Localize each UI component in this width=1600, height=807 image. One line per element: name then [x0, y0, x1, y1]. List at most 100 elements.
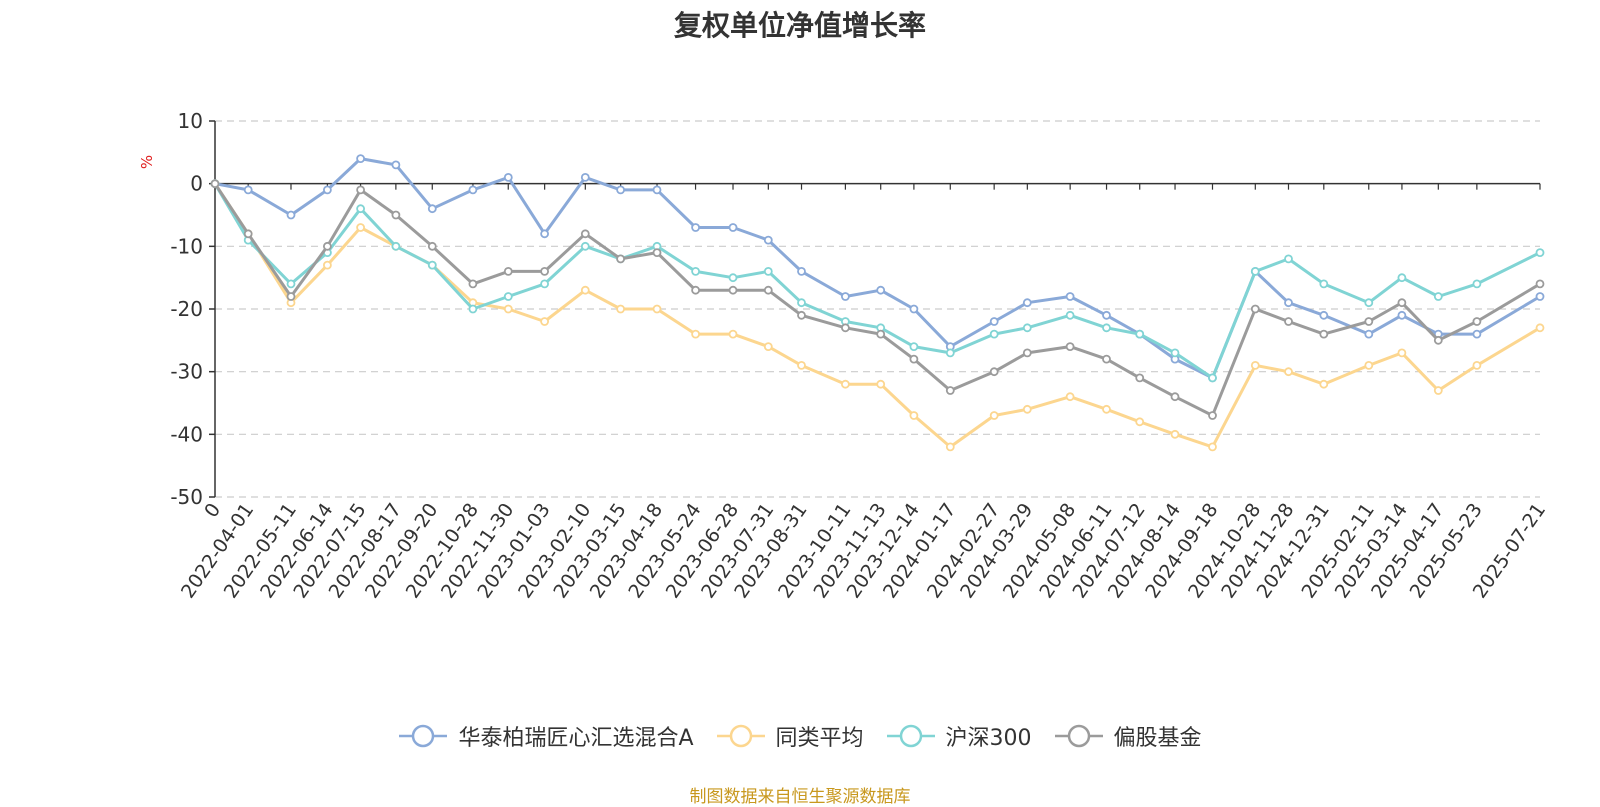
data-point [1397, 310, 1407, 320]
data-point [1364, 317, 1374, 326]
legend-label: 华泰柏瑞匠心汇选混合A [458, 726, 694, 751]
data-point [909, 354, 919, 364]
data-point [1208, 373, 1217, 383]
data-point [841, 292, 850, 301]
data-point [580, 285, 590, 295]
legend-item[interactable]: 华泰柏瑞匠心汇选混合A [398, 720, 694, 752]
data-point [876, 329, 886, 339]
data-point [1135, 417, 1145, 427]
data-point [728, 285, 738, 295]
data-point [1472, 360, 1482, 370]
data-point [1284, 254, 1293, 264]
legend-swatch-icon [1054, 724, 1103, 748]
data-point [1102, 354, 1111, 364]
data-point [1284, 317, 1293, 326]
data-point [945, 386, 955, 395]
y-axis-label: % [138, 155, 156, 169]
data-point [322, 241, 332, 251]
data-point [322, 260, 332, 270]
data-point [540, 317, 549, 326]
legend-swatch-icon [399, 724, 448, 748]
data-point [797, 360, 806, 370]
data-point [652, 185, 662, 195]
data-point [1397, 348, 1407, 358]
data-point [1065, 392, 1075, 402]
data-point [989, 317, 999, 326]
source-note: 制图数据来自恒生聚源数据库 [689, 787, 911, 807]
data-point [1397, 273, 1407, 283]
data-point [356, 185, 366, 195]
data-point [989, 367, 999, 377]
data-point [1022, 348, 1032, 358]
data-point [763, 266, 773, 276]
data-point [356, 223, 366, 232]
data-point [945, 442, 955, 452]
data-point [468, 304, 478, 314]
data-point [989, 329, 999, 339]
y-tick-label: -20 [170, 297, 203, 321]
data-point [616, 254, 625, 264]
data-point [1433, 335, 1443, 345]
data-point [540, 229, 549, 239]
data-point [1170, 392, 1180, 402]
data-point [763, 342, 773, 352]
data-point [691, 329, 700, 339]
y-tick-label: -50 [170, 485, 203, 509]
data-point [797, 266, 806, 276]
data-point [728, 329, 738, 339]
data-point [503, 266, 513, 276]
grid-lines [215, 120, 1540, 498]
data-point [1433, 292, 1443, 301]
data-point [909, 304, 919, 314]
data-point [1397, 298, 1407, 308]
data-point [652, 304, 662, 314]
data-point [356, 154, 366, 164]
data-point [945, 348, 955, 358]
data-point [876, 285, 886, 295]
legend: 华泰柏瑞匠心汇选混合A 同类平均 沪深300 偏股基金 [0, 720, 1600, 752]
data-point [763, 235, 773, 245]
data-point [1319, 310, 1329, 320]
legend-item[interactable]: 同类平均 [716, 720, 864, 752]
legend-swatch-icon [716, 724, 765, 748]
data-point [909, 342, 919, 352]
data-point [1364, 329, 1374, 339]
data-point [1319, 379, 1329, 389]
series-line [213, 182, 1541, 417]
data-point [1022, 323, 1032, 333]
data-point [763, 285, 773, 295]
data-point [1208, 442, 1217, 452]
axes: 100-10-20-30-40-5002022-04-012022-05-112… [170, 109, 1550, 602]
data-point [652, 248, 662, 258]
data-point [1284, 298, 1293, 308]
data-point [210, 179, 220, 189]
data-point [797, 310, 806, 320]
data-point [580, 229, 590, 239]
data-point [691, 285, 700, 295]
y-tick-label: -30 [170, 360, 203, 384]
data-point [1170, 429, 1180, 439]
data-point [909, 411, 919, 420]
data-point [1102, 323, 1111, 333]
data-point [243, 229, 253, 239]
data-point [1472, 329, 1482, 339]
data-point [391, 241, 401, 251]
legend-item[interactable]: 沪深300 [886, 720, 1032, 752]
legend-item[interactable]: 偏股基金 [1054, 720, 1202, 752]
series-lines [210, 154, 1545, 452]
data-point [1170, 348, 1180, 358]
data-point [616, 185, 625, 195]
x-tick-label: 0 [200, 499, 225, 522]
data-point [1208, 411, 1217, 420]
data-point [503, 292, 513, 301]
data-point [322, 185, 332, 195]
data-point [1135, 373, 1145, 383]
data-point [1022, 298, 1032, 308]
data-point [503, 304, 513, 314]
data-point [1319, 329, 1329, 339]
data-point [841, 379, 850, 389]
chart-title: 复权单位净值增长率 [673, 9, 926, 42]
data-point [797, 298, 806, 308]
data-point [391, 210, 401, 220]
